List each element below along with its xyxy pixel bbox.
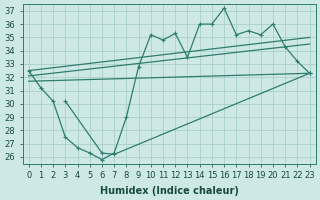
X-axis label: Humidex (Indice chaleur): Humidex (Indice chaleur) <box>100 186 238 196</box>
